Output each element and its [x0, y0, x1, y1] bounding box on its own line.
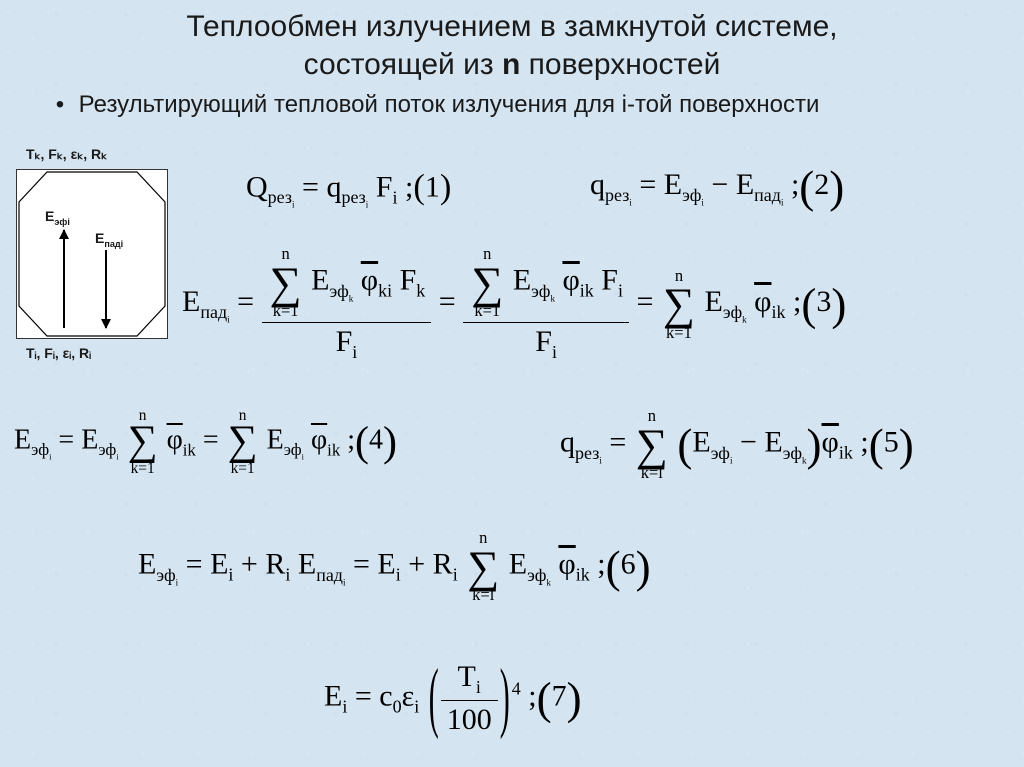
- fraction-t100: Ti 100: [441, 660, 498, 737]
- equation-1: Qрезi = qрезi Fi ;(1): [246, 168, 451, 210]
- equation-2: qрезi = Eэфi − Eпадi ;(2): [590, 168, 844, 208]
- fraction-1: n∑k=1 Eэфk φki Fk Fi: [262, 246, 432, 363]
- equation-5: qрезi = n∑k=l (Eэфi − Eэфk)φik ;(5): [560, 408, 914, 482]
- slide-title: Теплообмен излучением в замкнутой систем…: [0, 0, 1024, 83]
- octagon-icon: [17, 170, 167, 338]
- equation-6: Eэфi = Ei + Ri Eпадi = Ei + Ri n∑k=l Eэф…: [138, 530, 651, 604]
- diagram-top-caption: Tₖ, Fₖ, εₖ, Rₖ: [16, 146, 186, 163]
- fraction-2: n∑k=1 Eэфk φik Fi Fi: [463, 246, 629, 363]
- diagram-box: Eэфi Eпадi: [16, 169, 168, 339]
- title-n: n: [502, 48, 520, 81]
- title-line-2a: состоящей из: [304, 48, 502, 81]
- arrow-up-icon: [63, 230, 65, 328]
- equation-7: Ei = c0εi ( Ti 100 )4 ;(7): [324, 660, 582, 737]
- diagram-bot-caption: Tᵢ, Fᵢ, εᵢ, Rᵢ: [16, 345, 186, 361]
- enclosure-diagram: Tₖ, Fₖ, εₖ, Rₖ Eэфi Eпадi Tᵢ, Fᵢ, εᵢ, Rᵢ: [16, 146, 186, 361]
- equation-3: Eпадi = n∑k=1 Eэфk φki Fk Fi = n∑k=1 Eэф…: [182, 246, 846, 363]
- title-line-1: Теплообмен излучением в замкнутой систем…: [186, 10, 837, 43]
- arrow-down-icon: [105, 250, 107, 328]
- label-e-pad: Eпадi: [95, 230, 123, 249]
- bullet-icon: •: [48, 91, 72, 119]
- subtitle-text: Результирующий тепловой поток излучения …: [79, 91, 820, 118]
- subtitle-row: • Результирующий тепловой поток излучени…: [0, 83, 1024, 119]
- title-line-2c: поверхностей: [520, 48, 720, 81]
- octagon-shape: [19, 172, 165, 336]
- label-e-ef: Eэфi: [45, 208, 70, 227]
- equation-4: Eэфi = Eэфi n∑k=1 φik = n∑k=1 Eэфi φik ;…: [14, 408, 397, 477]
